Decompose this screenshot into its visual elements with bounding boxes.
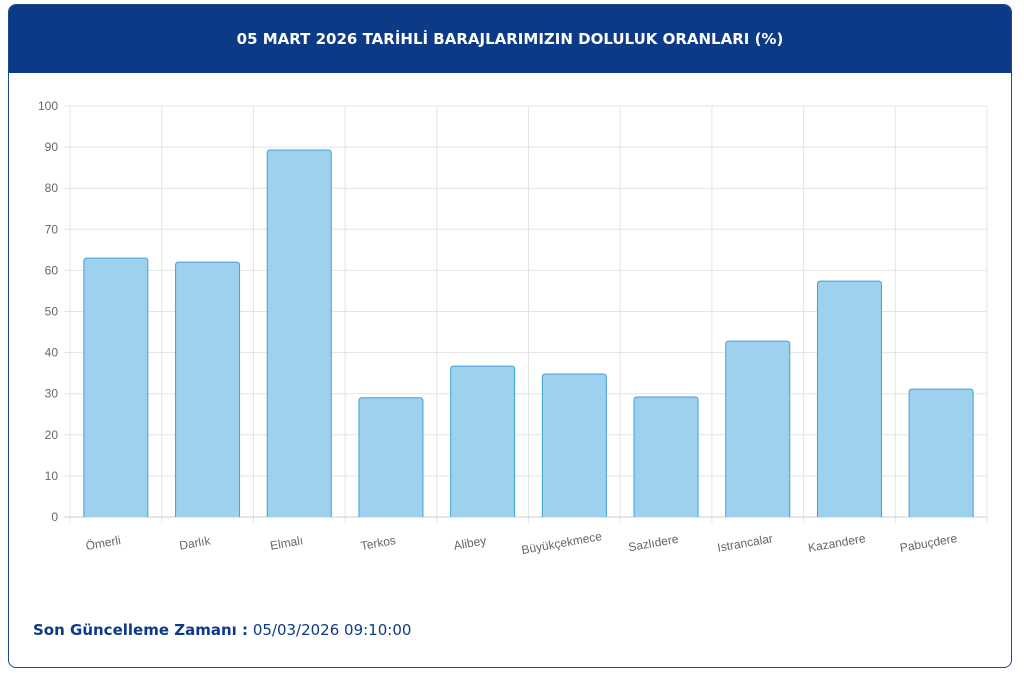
x-tick-label: Elmalı [269,533,304,553]
x-tick-label: Istrancalar [716,531,774,555]
bar [816,280,882,517]
bar [908,388,974,517]
x-tick-label: Pabuçdere [899,531,959,555]
x-tick-label: Kazandere [807,531,867,555]
bar [358,397,424,517]
y-tick-label: 50 [45,305,59,319]
header: 05 MART 2026 TARİHLİ BARAJLARIMIZIN DOLU… [9,5,1011,73]
x-tick-label: Büyükçekmece [520,529,603,557]
y-tick-label: 20 [45,428,59,442]
bar [541,373,607,517]
bar [266,149,332,517]
card: 05 MART 2026 TARİHLİ BARAJLARIMIZIN DOLU… [8,4,1012,668]
footer-label: Son Güncelleme Zamanı : [33,621,249,639]
y-tick-label: 100 [38,99,58,113]
y-tick-label: 40 [45,346,59,360]
bar [83,257,149,517]
y-tick-label: 0 [51,510,58,524]
x-tick-label: Sazlıdere [627,532,680,555]
bar [450,365,516,517]
y-tick-label: 10 [45,469,59,483]
footer-value: 05/03/2026 09:10:00 [252,621,412,639]
x-tick-label: Darlık [178,533,212,552]
x-tick-label: Alibey [453,533,488,552]
y-tick-label: 90 [45,140,59,154]
title: 05 MART 2026 TARİHLİ BARAJLARIMIZIN DOLU… [236,30,784,48]
y-tick-label: 30 [45,387,59,401]
bar [633,396,699,517]
x-tick-label: Terkos [360,533,397,553]
y-tick-label: 80 [45,181,59,195]
x-tick-label: Ömerli [85,533,122,553]
y-tick-label: 70 [45,222,59,236]
y-tick-label: 60 [45,263,59,277]
footer: Son Güncelleme Zamanı : 05/03/2026 09:10… [33,621,411,639]
bar [175,261,241,517]
bar [725,340,791,517]
